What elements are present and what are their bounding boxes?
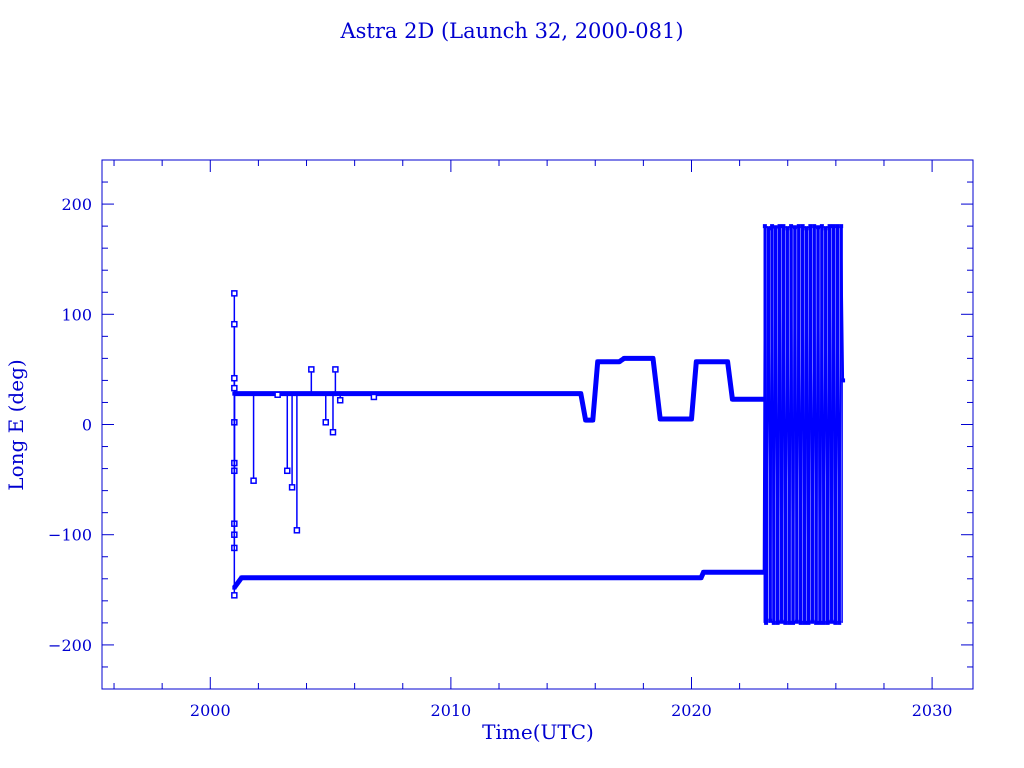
data-point — [617, 359, 622, 364]
data-point — [239, 575, 244, 580]
data-point — [650, 356, 655, 361]
x-tick-label: 2020 — [671, 701, 712, 720]
data-point — [817, 620, 822, 625]
data-point — [777, 224, 782, 229]
data-point — [595, 359, 600, 364]
y-tick-labels: 200 100 0 −100 −200 — [48, 195, 92, 655]
axis-ticks — [102, 159, 973, 690]
lower-track — [232, 569, 766, 590]
data-point — [785, 226, 790, 231]
data-point — [839, 224, 844, 229]
y-tick-label: −100 — [48, 526, 92, 545]
data-point — [231, 290, 238, 297]
data-point — [781, 224, 786, 229]
data-point — [814, 620, 819, 625]
data-point — [837, 620, 842, 625]
x-tick-labels: 2000 2010 2020 2030 — [190, 701, 953, 720]
data-point — [583, 418, 588, 423]
data-point — [792, 225, 797, 230]
data-point — [250, 477, 257, 484]
data-point — [768, 618, 773, 623]
data-point — [329, 428, 337, 436]
early-spikes — [231, 290, 378, 599]
x-axis-label: Time(UTC) — [482, 720, 594, 744]
data-point — [699, 575, 704, 580]
data-point — [831, 224, 836, 229]
data-point — [812, 224, 817, 229]
drift-wrap — [761, 224, 846, 625]
x-tick-label: 2010 — [431, 701, 472, 720]
data-point — [800, 224, 805, 229]
data-point — [322, 419, 330, 426]
x-tick-label: 2000 — [190, 701, 231, 720]
data-point — [274, 391, 281, 398]
data-point — [835, 224, 840, 229]
data-point — [779, 619, 784, 624]
data-point — [806, 620, 811, 625]
data-point — [791, 620, 796, 625]
lower-track-line — [232, 569, 764, 590]
data-point — [833, 620, 838, 625]
data-point — [825, 620, 830, 625]
data-point — [794, 619, 799, 624]
data-point — [787, 620, 792, 625]
data-point — [701, 570, 706, 575]
data-point — [816, 225, 821, 230]
data-point — [578, 391, 583, 396]
data-point — [590, 418, 595, 423]
data-point — [827, 224, 832, 229]
data-point — [658, 416, 663, 421]
data-point — [293, 527, 301, 534]
data-point — [231, 320, 238, 328]
data-point — [810, 619, 815, 624]
data-point — [804, 226, 809, 231]
y-tick-label: 100 — [61, 305, 92, 324]
data-point — [231, 384, 238, 392]
data-point — [829, 619, 834, 624]
data-point — [336, 397, 344, 404]
data-point — [762, 224, 767, 229]
data-point — [231, 592, 238, 599]
x-tick-label: 2030 — [912, 701, 953, 720]
data-point — [308, 366, 315, 373]
data-point — [783, 620, 788, 625]
data-point — [689, 416, 694, 421]
data-point — [808, 224, 813, 229]
data-point — [622, 356, 627, 361]
y-axis-label: Long E (deg) — [4, 359, 28, 490]
data-point — [770, 224, 775, 229]
chart-title: Astra 2D (Launch 32, 2000-081) — [339, 19, 683, 43]
y-tick-label: 0 — [82, 416, 92, 435]
data-point — [284, 467, 291, 475]
data-point — [771, 620, 776, 625]
data-point — [819, 224, 824, 229]
data-point — [796, 224, 801, 229]
y-tick-label: 200 — [61, 195, 92, 214]
data-point — [789, 224, 794, 229]
data-point — [694, 359, 699, 364]
data-point — [288, 484, 296, 491]
data-point — [841, 378, 846, 383]
series-group — [231, 224, 846, 625]
data-point — [761, 570, 766, 575]
data-point — [370, 393, 378, 401]
data-point — [332, 366, 339, 373]
data-point — [231, 374, 238, 382]
data-point — [764, 620, 769, 625]
data-point — [766, 226, 771, 231]
data-point — [802, 620, 807, 625]
y-tick-label: −200 — [48, 636, 92, 655]
data-point — [821, 620, 826, 625]
data-point — [730, 397, 735, 402]
data-point — [773, 225, 778, 230]
data-point — [798, 620, 803, 625]
data-point — [775, 620, 780, 625]
data-point — [823, 226, 828, 231]
data-point — [725, 359, 730, 364]
